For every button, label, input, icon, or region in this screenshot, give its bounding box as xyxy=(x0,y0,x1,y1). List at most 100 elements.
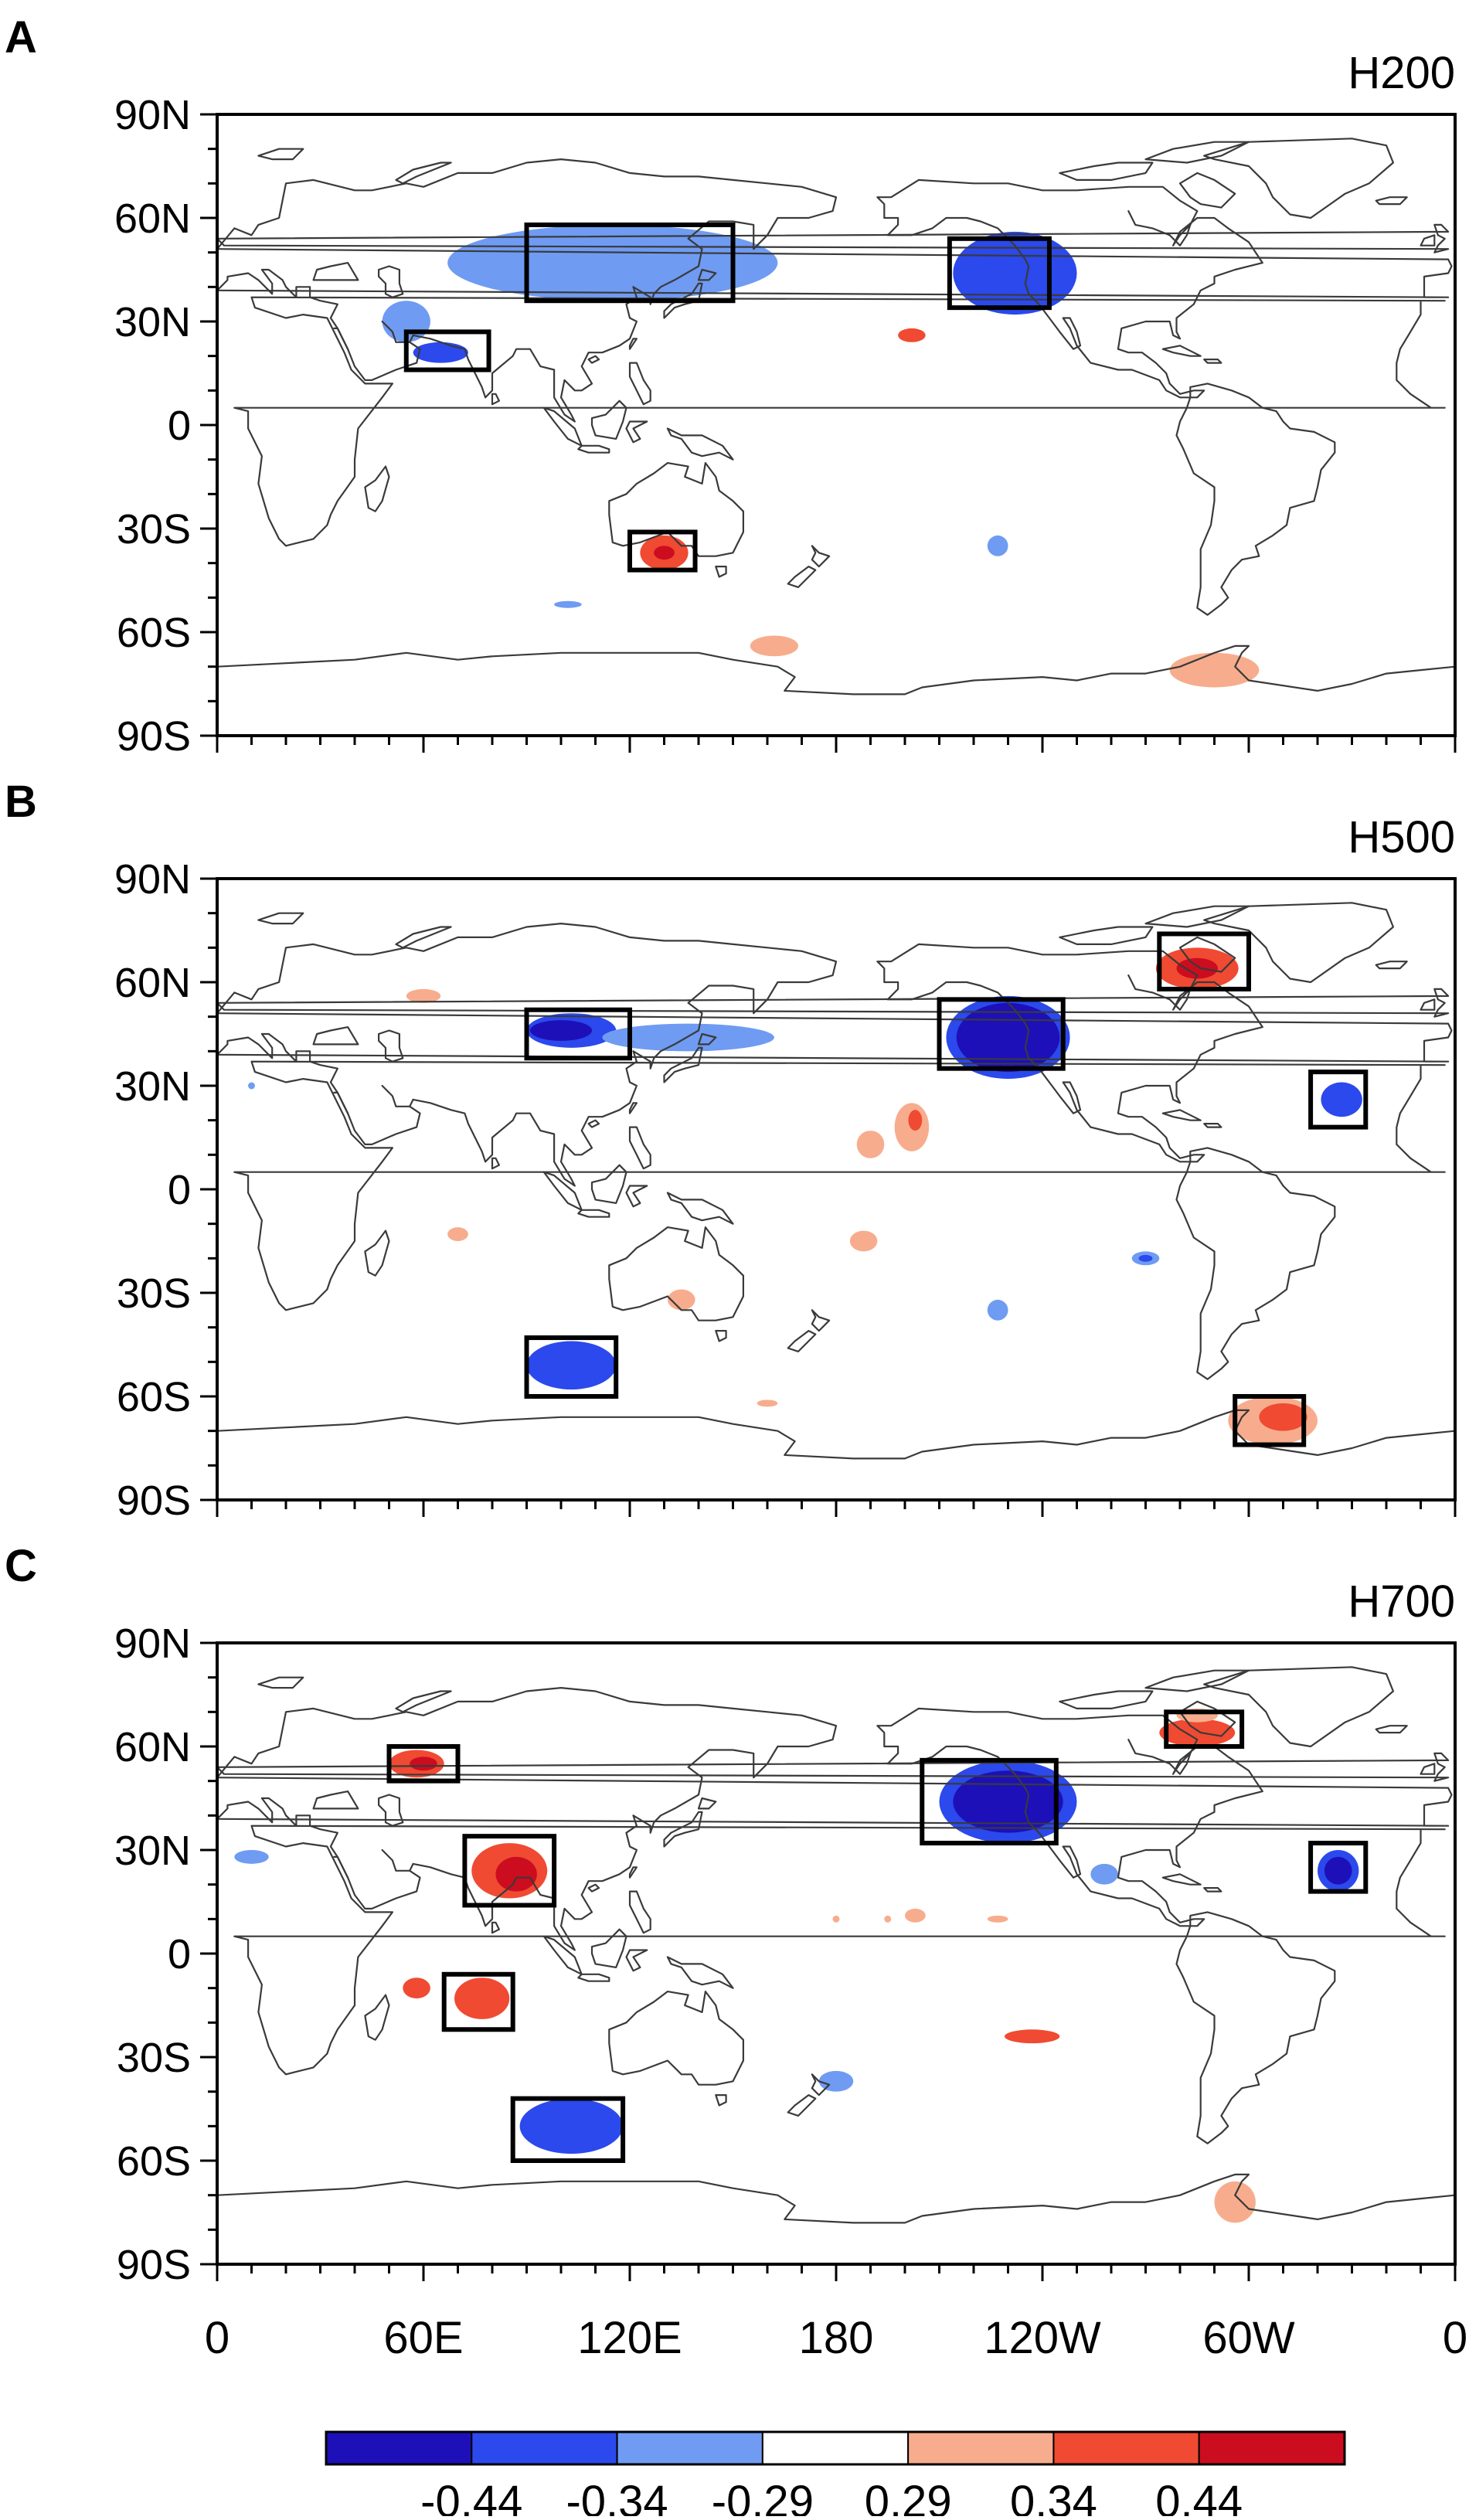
panel-letter: B xyxy=(5,777,37,827)
coast-arabia-gulf xyxy=(381,320,411,343)
shaded-region xyxy=(454,1978,510,2019)
coast-iberia xyxy=(217,1777,1453,1827)
region-box xyxy=(627,529,698,573)
map-area xyxy=(217,902,1455,1460)
coast-java xyxy=(577,444,610,454)
region-box xyxy=(1164,1709,1245,1749)
coast-java xyxy=(577,1973,610,1982)
coast-sulawesi xyxy=(625,1949,648,1972)
lat-tick-label: 0 xyxy=(168,1167,191,1213)
lat-tick-label: 60N xyxy=(114,1724,191,1770)
coast-arctic-islands xyxy=(1059,1690,1154,1709)
shaded-region xyxy=(953,231,1077,315)
coast-antarctica xyxy=(217,1409,1455,1460)
shaded-region xyxy=(248,1082,255,1090)
coast-caspian xyxy=(378,1029,404,1063)
lat-tick-label: 90S xyxy=(117,2242,191,2288)
lat-tick-label: 90N xyxy=(114,92,191,138)
coast-borneo xyxy=(590,1164,627,1204)
coast-red-sea xyxy=(333,327,349,350)
coast-madagascar xyxy=(364,465,390,512)
lat-tick-label: 90S xyxy=(117,1478,191,1524)
colorbar-label: -0.29 xyxy=(712,2477,814,2516)
coast-new-zealand-n xyxy=(811,2073,831,2097)
region-box xyxy=(937,997,1066,1071)
lon-tick-label: 60E xyxy=(383,2313,463,2363)
coast-iceland xyxy=(1375,196,1408,206)
shaded-region xyxy=(526,1341,617,1390)
coast-uk xyxy=(217,223,1450,253)
coast-caspian xyxy=(378,265,404,298)
shaded-region xyxy=(413,342,468,363)
lat-tick-label: 90N xyxy=(114,1620,191,1667)
coast-eurasia xyxy=(217,1687,838,1951)
coast-cuba xyxy=(1161,345,1202,357)
map-area xyxy=(217,138,1455,695)
shaded-region xyxy=(667,1289,695,1311)
coast-tasmania xyxy=(715,566,727,578)
coast-arabia-gulf xyxy=(381,1084,411,1107)
coast-australia xyxy=(608,1226,744,1321)
shaded-region xyxy=(1159,1719,1236,1746)
colorbar-label: 0.34 xyxy=(1010,2477,1097,2516)
coast-arctic-islands xyxy=(1059,926,1154,945)
shaded-region xyxy=(1169,652,1260,688)
shaded-region xyxy=(849,1230,878,1252)
region-box xyxy=(524,222,736,304)
region-box xyxy=(462,1834,557,1908)
coast-sumatra xyxy=(542,1935,583,1975)
colorbar-label: 0.29 xyxy=(865,2477,952,2516)
coast-arctic-islands xyxy=(1059,162,1154,181)
region-box xyxy=(441,1971,515,2032)
colorbar-swatch xyxy=(471,2431,618,2465)
lon-tick-label: 0 xyxy=(1443,2313,1467,2363)
shaded-region xyxy=(750,635,799,657)
lat-tick-label: 60N xyxy=(114,960,191,1006)
shaded-region xyxy=(1324,1856,1352,1885)
shaded-region xyxy=(1005,2029,1060,2044)
shaded-region xyxy=(447,1227,468,1241)
shaded-region xyxy=(818,2070,854,2092)
panel-title: H700 xyxy=(1348,1576,1455,1627)
colorbar-swatch xyxy=(1052,2431,1200,2465)
shaded-region xyxy=(1138,1254,1153,1262)
coast-baffin xyxy=(1178,1700,1236,1737)
region-box xyxy=(510,2096,626,2164)
coast-south-america xyxy=(1175,383,1336,616)
coast-sri-lanka xyxy=(491,1157,500,1170)
coast-south-america xyxy=(1175,1147,1336,1380)
colorbar-swatch xyxy=(907,2431,1055,2465)
coast-uk xyxy=(217,1752,1450,1782)
coast-taiwan xyxy=(628,1102,638,1114)
region-box xyxy=(1308,1070,1369,1130)
coast-hispaniola xyxy=(1203,1887,1222,1893)
region-box xyxy=(524,1335,619,1399)
coast-tasmania xyxy=(715,1330,727,1342)
region-box xyxy=(524,1007,632,1061)
region-box xyxy=(386,1744,461,1784)
shaded-region xyxy=(884,1915,892,1923)
coast-sulawesi xyxy=(625,420,648,444)
lat-tick-label: 30N xyxy=(114,299,191,345)
coast-new-zealand-s xyxy=(787,2094,817,2117)
lat-tick-label: 90S xyxy=(117,713,191,760)
shaded-region xyxy=(406,988,441,1003)
shaded-region xyxy=(403,1978,430,1999)
coast-sri-lanka xyxy=(491,393,500,406)
colorbar-label: 0.44 xyxy=(1155,2477,1243,2516)
coast-australia xyxy=(608,462,744,557)
coast-japan xyxy=(663,1046,703,1083)
coast-hokkaido xyxy=(697,1032,717,1046)
coast-cuba xyxy=(1161,1873,1202,1886)
coast-black-sea xyxy=(312,1026,359,1046)
shaded-region xyxy=(757,1399,778,1407)
coast-hudson-bay xyxy=(1127,210,1192,247)
coast-new-zealand-n xyxy=(811,1309,831,1332)
shaded-region xyxy=(905,1908,926,1923)
coast-hainan xyxy=(587,1119,600,1128)
coast-novaya-zemlya xyxy=(395,162,452,185)
coast-hispaniola xyxy=(1203,1123,1222,1128)
coast-greenland xyxy=(1203,1666,1394,1748)
